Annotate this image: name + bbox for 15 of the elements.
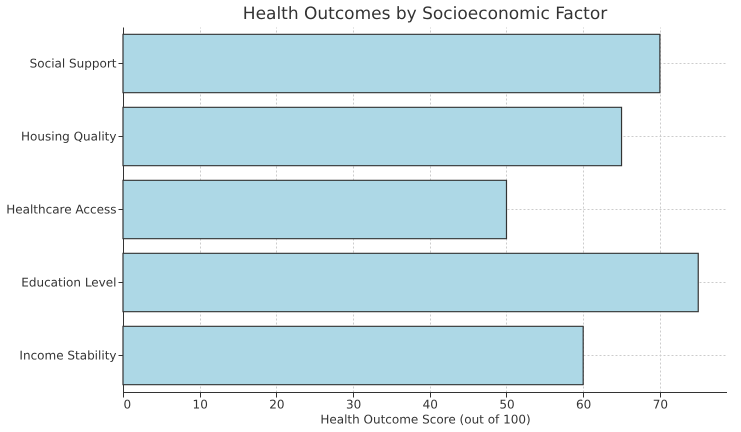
x-tick-label: 50 [499,398,515,412]
y-tick-label: Healthcare Access [6,202,116,216]
y-tick-label: Housing Quality [21,130,116,144]
x-tick-label: 60 [576,398,592,412]
x-tick-label: 40 [422,398,438,412]
y-tick-label: Income Stability [19,348,116,362]
x-tick-label: 70 [652,398,668,412]
y-tick-label: Social Support [30,56,117,70]
x-tick-label: 10 [192,398,208,412]
x-tick-label: 0 [124,398,132,412]
x-axis-title: Health Outcome Score (out of 100) [320,412,531,426]
y-tick-label: Education Level [21,276,116,290]
x-tick-label: 30 [346,398,362,412]
chart-title: Health Outcomes by Socioeconomic Factor [242,4,608,24]
x-tick-label: 20 [269,398,285,412]
